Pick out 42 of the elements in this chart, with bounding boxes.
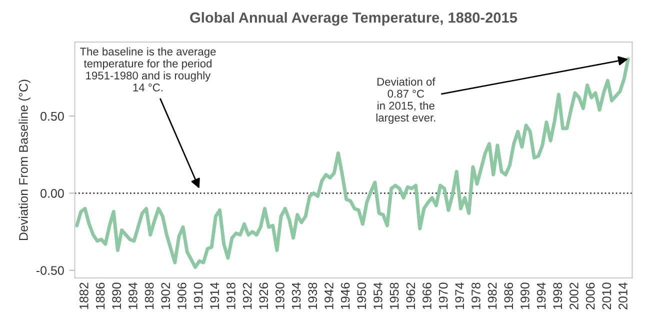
x-tick-label: 1946 bbox=[340, 282, 350, 310]
x-tick-label: 1934 bbox=[292, 282, 301, 310]
x-tick-label: 1890 bbox=[112, 282, 122, 310]
x-tick-label: 1886 bbox=[96, 282, 105, 310]
x-tick-label: 1894 bbox=[128, 282, 138, 310]
x-tick-label: 1950 bbox=[357, 282, 366, 310]
chart-title: Global Annual Average Temperature, 1880-2015 bbox=[190, 12, 518, 26]
x-tick-label: 1942 bbox=[324, 282, 334, 310]
x-tick-label: 2010 bbox=[602, 282, 612, 310]
x-tick-label: 1918 bbox=[226, 282, 236, 310]
line-series bbox=[75, 57, 630, 269]
annotation: The baseline is the average temperature for the period 1951-1980 and is roughly 14 °C. bbox=[80, 47, 216, 92]
y-axis-title: Deviation From Baseline (°C) bbox=[18, 80, 30, 240]
x-tick-label: 1986 bbox=[504, 282, 514, 310]
x-tick-label: 1982 bbox=[488, 282, 497, 310]
x-tick-label: 1970 bbox=[438, 282, 448, 310]
x-tick-label: 2002 bbox=[570, 282, 578, 310]
x-tick-label: 1922 bbox=[242, 282, 252, 310]
x-tick-label: 2006 bbox=[586, 282, 595, 310]
x-tick-label: 1930 bbox=[276, 282, 284, 310]
y-tick-label: -0.50 bbox=[36, 266, 64, 275]
x-tick-label: 1906 bbox=[178, 282, 186, 310]
x-tick-label: 1902 bbox=[161, 282, 170, 310]
x-tick-label: 1974 bbox=[455, 282, 464, 310]
x-tick-label: 1990 bbox=[520, 282, 530, 310]
x-tick-label: 1882 bbox=[80, 282, 88, 310]
x-tick-label: 1966 bbox=[422, 282, 432, 310]
x-tick-label: 1910 bbox=[194, 282, 203, 310]
x-tick-label: 1958 bbox=[390, 282, 399, 310]
x-tick-label: 1926 bbox=[259, 282, 268, 310]
x-tick-label: 1938 bbox=[308, 282, 318, 310]
x-tick-label: 1978 bbox=[472, 282, 480, 310]
annotation: Deviation of 0.87 °C in 2015, the largest ever. bbox=[376, 78, 436, 124]
y-tick-label: 0.50 bbox=[40, 112, 64, 121]
x-tick-label: 1914 bbox=[210, 282, 220, 310]
x-tick-label: 1994 bbox=[536, 282, 546, 310]
x-tick-label: 1954 bbox=[374, 282, 382, 310]
x-tick-label: 1898 bbox=[144, 282, 154, 310]
x-tick-label: 1998 bbox=[553, 282, 562, 310]
x-tick-label: 2014 bbox=[618, 282, 628, 310]
y-tick-label: 0.00 bbox=[40, 188, 64, 198]
x-tick-label: 1962 bbox=[406, 282, 416, 310]
